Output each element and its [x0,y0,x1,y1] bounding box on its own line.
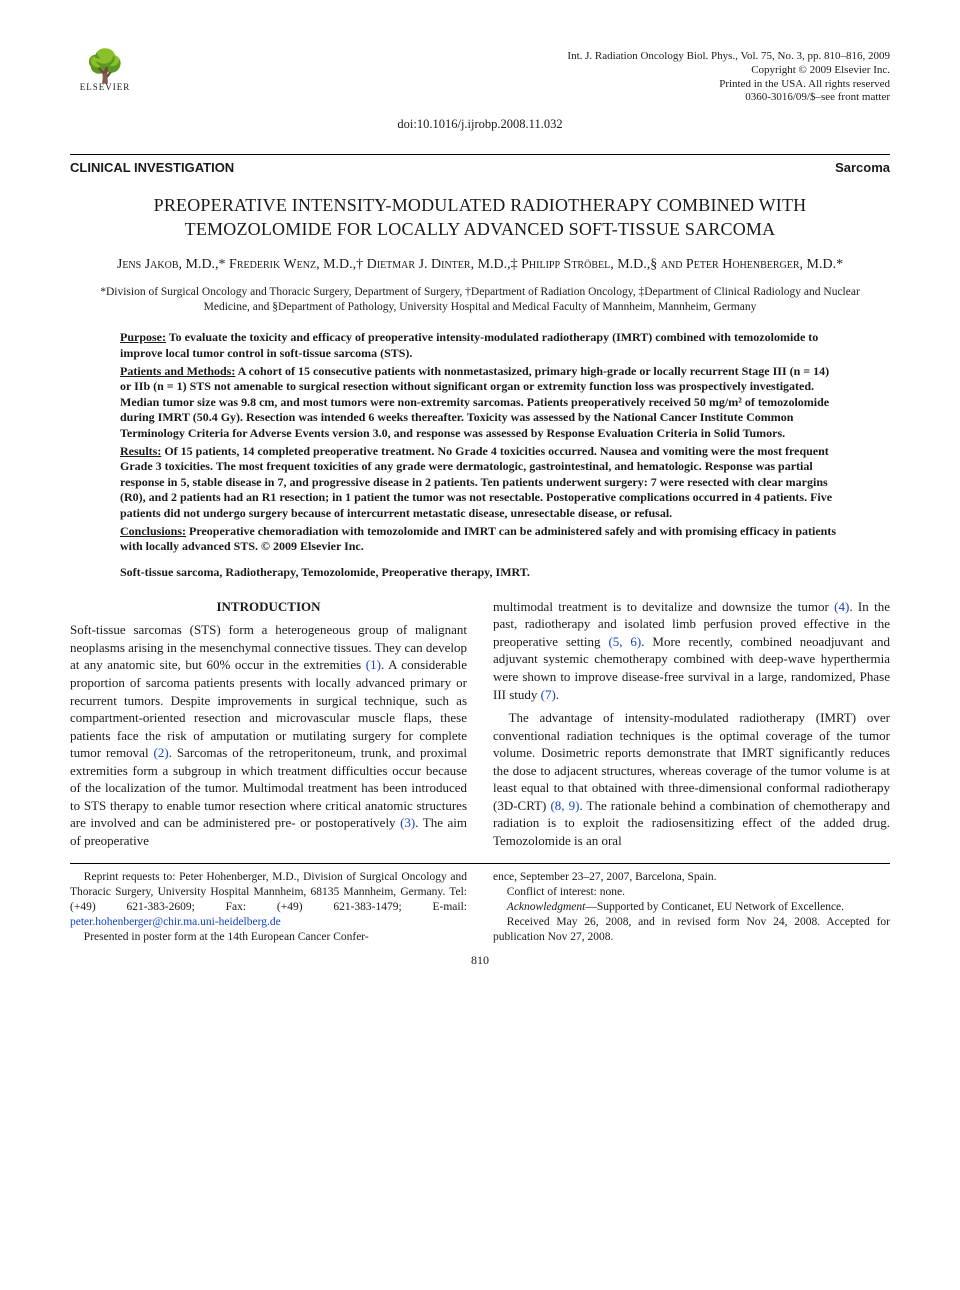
ref-link-7[interactable]: (7) [541,687,556,702]
affiliations: *Division of Surgical Oncology and Thora… [100,285,860,315]
body-col-left: INTRODUCTION Soft-tissue sarcomas (STS) … [70,598,467,850]
intro-paragraph-2: The advantage of intensity-modulated rad… [493,709,890,849]
ref-link-2[interactable]: (2) [153,745,168,760]
intro-paragraph-1-cont: multimodal treatment is to devitalize an… [493,598,890,703]
abstract-purpose-label: Purpose: [120,330,166,344]
introduction-heading: INTRODUCTION [70,598,467,616]
publisher-name: ELSEVIER [70,82,140,92]
ref-link-4[interactable]: (4) [834,599,849,614]
publisher-logo: 🌳 ELSEVIER [70,50,140,92]
abstract-block: Purpose: To evaluate the toxicity and ef… [120,330,840,554]
header-row: 🌳 ELSEVIER Int. J. Radiation Oncology Bi… [70,50,890,105]
abstract-purpose-text: To evaluate the toxicity and efficacy of… [120,330,818,360]
abstract-purpose: Purpose: To evaluate the toxicity and ef… [120,330,840,361]
corresponding-email[interactable]: peter.hohenberger@chir.ma.uni-heidelberg… [70,916,281,928]
ref-link-1[interactable]: (1) [366,657,381,672]
presented-note: Presented in poster form at the 14th Eur… [70,930,467,945]
acknowledgment-label: Acknowledgment [507,901,586,913]
doi-line: doi:10.1016/j.ijrobp.2008.11.032 [70,117,890,132]
elsevier-tree-icon: 🌳 [70,50,140,82]
ref-link-3[interactable]: (3) [400,815,415,830]
pubinfo-copyright: Copyright © 2009 Elsevier Inc. [567,64,890,78]
footnote-col-right: ence, September 23–27, 2007, Barcelona, … [493,870,890,945]
author-list: Jens Jakob, M.D.,* Frederik Wenz, M.D.,†… [100,254,860,275]
abstract-conclusions: Conclusions: Preoperative chemoradiation… [120,524,840,555]
abstract-results: Results: Of 15 patients, 14 completed pr… [120,444,840,522]
section-bar: CLINICAL INVESTIGATION Sarcoma [70,154,890,175]
pubinfo-citation: Int. J. Radiation Oncology Biol. Phys., … [567,50,890,64]
section-topic: Sarcoma [835,160,890,175]
ref-link-5-6[interactable]: (5, 6) [608,634,641,649]
keywords: Soft-tissue sarcoma, Radiotherapy, Temoz… [120,565,840,580]
footnote-col-left: Reprint requests to: Peter Hohenberger, … [70,870,467,945]
body-columns: INTRODUCTION Soft-tissue sarcomas (STS) … [70,598,890,850]
abstract-methods: Patients and Methods: A cohort of 15 con… [120,364,840,442]
reprint-request: Reprint requests to: Peter Hohenberger, … [70,871,467,913]
publication-info: Int. J. Radiation Oncology Biol. Phys., … [567,50,890,105]
body-col-right: multimodal treatment is to devitalize an… [493,598,890,850]
page-number: 810 [70,953,890,968]
abstract-conclusions-label: Conclusions: [120,524,186,538]
body-text: . [556,687,559,702]
pubinfo-issn: 0360-3016/09/$–see front matter [567,91,890,105]
footnotes: Reprint requests to: Peter Hohenberger, … [70,863,890,945]
section-type: CLINICAL INVESTIGATION [70,160,234,175]
acknowledgment: Acknowledgment—Supported by Conticanet, … [493,900,890,915]
conference-cont: ence, September 23–27, 2007, Barcelona, … [493,870,890,885]
ref-link-8-9[interactable]: (8, 9) [550,798,579,813]
conflict-of-interest: Conflict of interest: none. [493,885,890,900]
abstract-conclusions-text: Preoperative chemoradiation with temozol… [120,524,836,554]
pubinfo-printed: Printed in the USA. All rights reserved [567,78,890,92]
body-text: multimodal treatment is to devitalize an… [493,599,834,614]
abstract-results-label: Results: [120,444,161,458]
acknowledgment-text: —Supported by Conticanet, EU Network of … [585,901,844,913]
abstract-results-text: Of 15 patients, 14 completed preoperativ… [120,444,832,520]
intro-paragraph-1: Soft-tissue sarcomas (STS) form a hetero… [70,621,467,849]
abstract-methods-label: Patients and Methods: [120,364,235,378]
doi-text: doi:10.1016/j.ijrobp.2008.11.032 [397,117,562,131]
received-dates: Received May 26, 2008, and in revised fo… [493,915,890,945]
article-title: PREOPERATIVE INTENSITY-MODULATED RADIOTH… [110,193,850,242]
